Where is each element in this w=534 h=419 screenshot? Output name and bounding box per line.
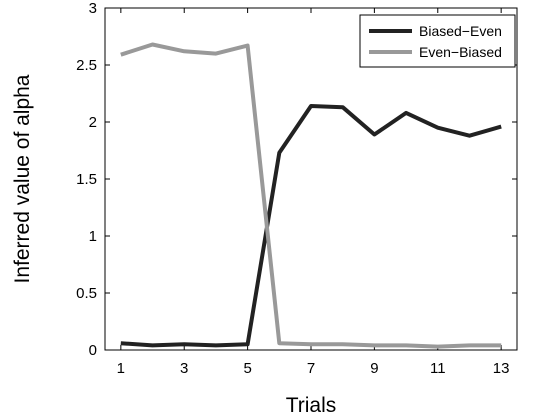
x-tick-label: 13 — [493, 360, 510, 377]
x-tick-label: 11 — [430, 360, 446, 377]
legend-label-1: Biased−Even — [419, 23, 502, 39]
x-axis-ticks: 1 3 5 7 9 11 13 — [117, 8, 510, 377]
legend: Biased−Even Even−Biased — [359, 14, 516, 68]
y-tick-label: 2 — [89, 114, 97, 131]
legend-box — [359, 14, 516, 68]
x-tick-label: 1 — [117, 360, 125, 377]
series-line-1 — [120, 104, 502, 348]
x-tick-label: 3 — [180, 360, 188, 377]
series-line-2 — [120, 42, 502, 349]
y-tick-label: 2.5 — [76, 57, 97, 74]
y-tick-label: 1 — [89, 228, 97, 245]
series-layer — [120, 42, 502, 349]
y-tick-label: 3 — [89, 0, 97, 17]
legend-label-2: Even−Biased — [419, 44, 502, 60]
y-tick-label: 1.5 — [76, 171, 97, 188]
y-axis-ticks: 0 0.5 1 1.5 2 2.5 3 — [76, 0, 517, 359]
y-tick-label: 0.5 — [76, 285, 97, 302]
x-tick-label: 7 — [307, 360, 315, 377]
y-tick-label: 0 — [89, 342, 97, 359]
x-tick-label: 5 — [243, 360, 251, 377]
y-axis-label: Inferred value of alpha — [11, 74, 34, 283]
x-tick-label: 9 — [370, 360, 378, 377]
x-axis-label: Trials — [286, 394, 337, 417]
